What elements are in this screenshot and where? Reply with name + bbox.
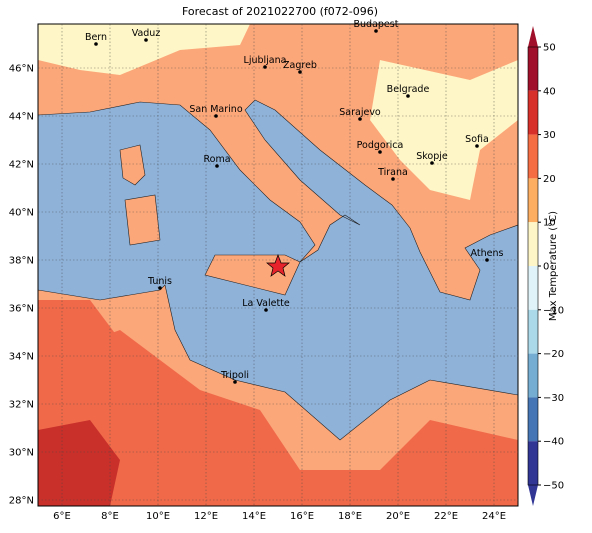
map-frame	[37, 23, 519, 507]
x-tick-label: 18°E	[338, 511, 362, 522]
city-label: Zagreb	[283, 60, 317, 71]
colorbar-tick-label: −30	[543, 393, 564, 404]
island	[119, 144, 161, 246]
city-dot	[144, 38, 148, 42]
y-tick-label: 42°N	[9, 160, 34, 171]
x-tick-label: 22°E	[434, 511, 458, 522]
x-tick-label: 24°E	[482, 511, 506, 522]
city-dot	[391, 177, 395, 181]
city-label: Tirana	[377, 167, 408, 178]
city-dot	[358, 117, 362, 121]
colorbar-band	[528, 309, 538, 354]
city-label: Ljubljana	[244, 55, 287, 66]
cold-zone	[38, 24, 250, 75]
city-dot	[214, 114, 218, 118]
y-tick-label: 38°N	[9, 256, 34, 267]
city-dot	[378, 150, 382, 154]
city-label: Athens	[471, 248, 504, 259]
city-dot	[158, 286, 162, 290]
y-tick-label: 30°N	[9, 448, 34, 459]
city-label: Budapest	[354, 19, 399, 30]
city-label: San Marino	[189, 104, 242, 115]
x-tick-label: 16°E	[290, 511, 314, 522]
city-dot	[263, 65, 267, 69]
colorbar-tick-label: −50	[543, 481, 564, 492]
x-tick-label: 10°E	[146, 511, 170, 522]
city-dot	[94, 42, 98, 46]
city-label: Sarajevo	[339, 107, 381, 118]
colorbar-tick-label: −40	[543, 437, 564, 448]
epicenter-star	[266, 254, 290, 277]
city-dot	[475, 144, 479, 148]
colorbar-band	[528, 397, 538, 442]
city-dot	[233, 380, 237, 384]
colorbar-band	[528, 134, 538, 179]
x-tick-label: 6°E	[53, 511, 71, 522]
colorbar-label: Max Temperature (°C)	[548, 211, 559, 321]
colorbar-band	[528, 266, 538, 310]
x-tick-label: 8°E	[101, 511, 119, 522]
y-tick-label: 46°N	[9, 64, 34, 75]
colorbar-tick-label: 0	[543, 262, 549, 273]
colorbar-band	[528, 178, 538, 223]
city-label: Roma	[203, 154, 230, 165]
x-tick-label: 20°E	[386, 511, 410, 522]
x-tick-label: 12°E	[194, 511, 218, 522]
city-label: Tunis	[147, 276, 172, 287]
warm-zone	[38, 300, 120, 400]
title: Forecast of 2021022700 (f072-096)	[182, 5, 378, 18]
colorbar-band	[528, 353, 538, 398]
colorbar-band	[528, 90, 538, 135]
colorbar-arrow-bottom	[528, 485, 538, 506]
city-dot	[215, 164, 219, 168]
hot-zone	[38, 420, 120, 506]
y-tick-label: 32°N	[9, 400, 34, 411]
colorbar-band	[528, 47, 538, 91]
city-label: La Valette	[242, 298, 290, 309]
city-label: Skopje	[416, 151, 448, 162]
city-dot	[485, 258, 489, 262]
city-dot	[298, 70, 302, 74]
y-tick-label: 44°N	[9, 112, 34, 123]
city-label: Tripoli	[220, 370, 249, 381]
colorbar-tick-label: 50	[543, 43, 556, 54]
colorbar-tick-label: 30	[543, 130, 556, 141]
colorbar-tick-label: −20	[543, 349, 564, 360]
city-dot	[406, 94, 410, 98]
city-label: Sofia	[465, 134, 489, 145]
city-label: Bern	[85, 32, 107, 43]
colorbar-tick-label: 10	[543, 218, 556, 229]
city-dot	[430, 161, 434, 165]
colorbar-band	[528, 222, 538, 266]
y-tick-label: 34°N	[9, 352, 34, 363]
colorbar-tick-label: 40	[543, 86, 556, 97]
y-tick-label: 36°N	[9, 304, 34, 315]
y-tick-label: 28°N	[9, 496, 34, 507]
city-label: Vaduz	[132, 28, 161, 39]
x-tick-label: 14°E	[242, 511, 266, 522]
colorbar-arrow-top	[528, 26, 538, 47]
city-label: Podgorica	[357, 140, 404, 151]
city-label: Belgrade	[387, 84, 430, 95]
city-dot	[374, 29, 378, 33]
colorbar-band	[528, 441, 538, 485]
colorbar-tick-label: 20	[543, 174, 556, 185]
y-tick-label: 40°N	[9, 208, 34, 219]
colorbar-tick-label: −10	[543, 305, 564, 316]
city-dot	[264, 308, 268, 312]
